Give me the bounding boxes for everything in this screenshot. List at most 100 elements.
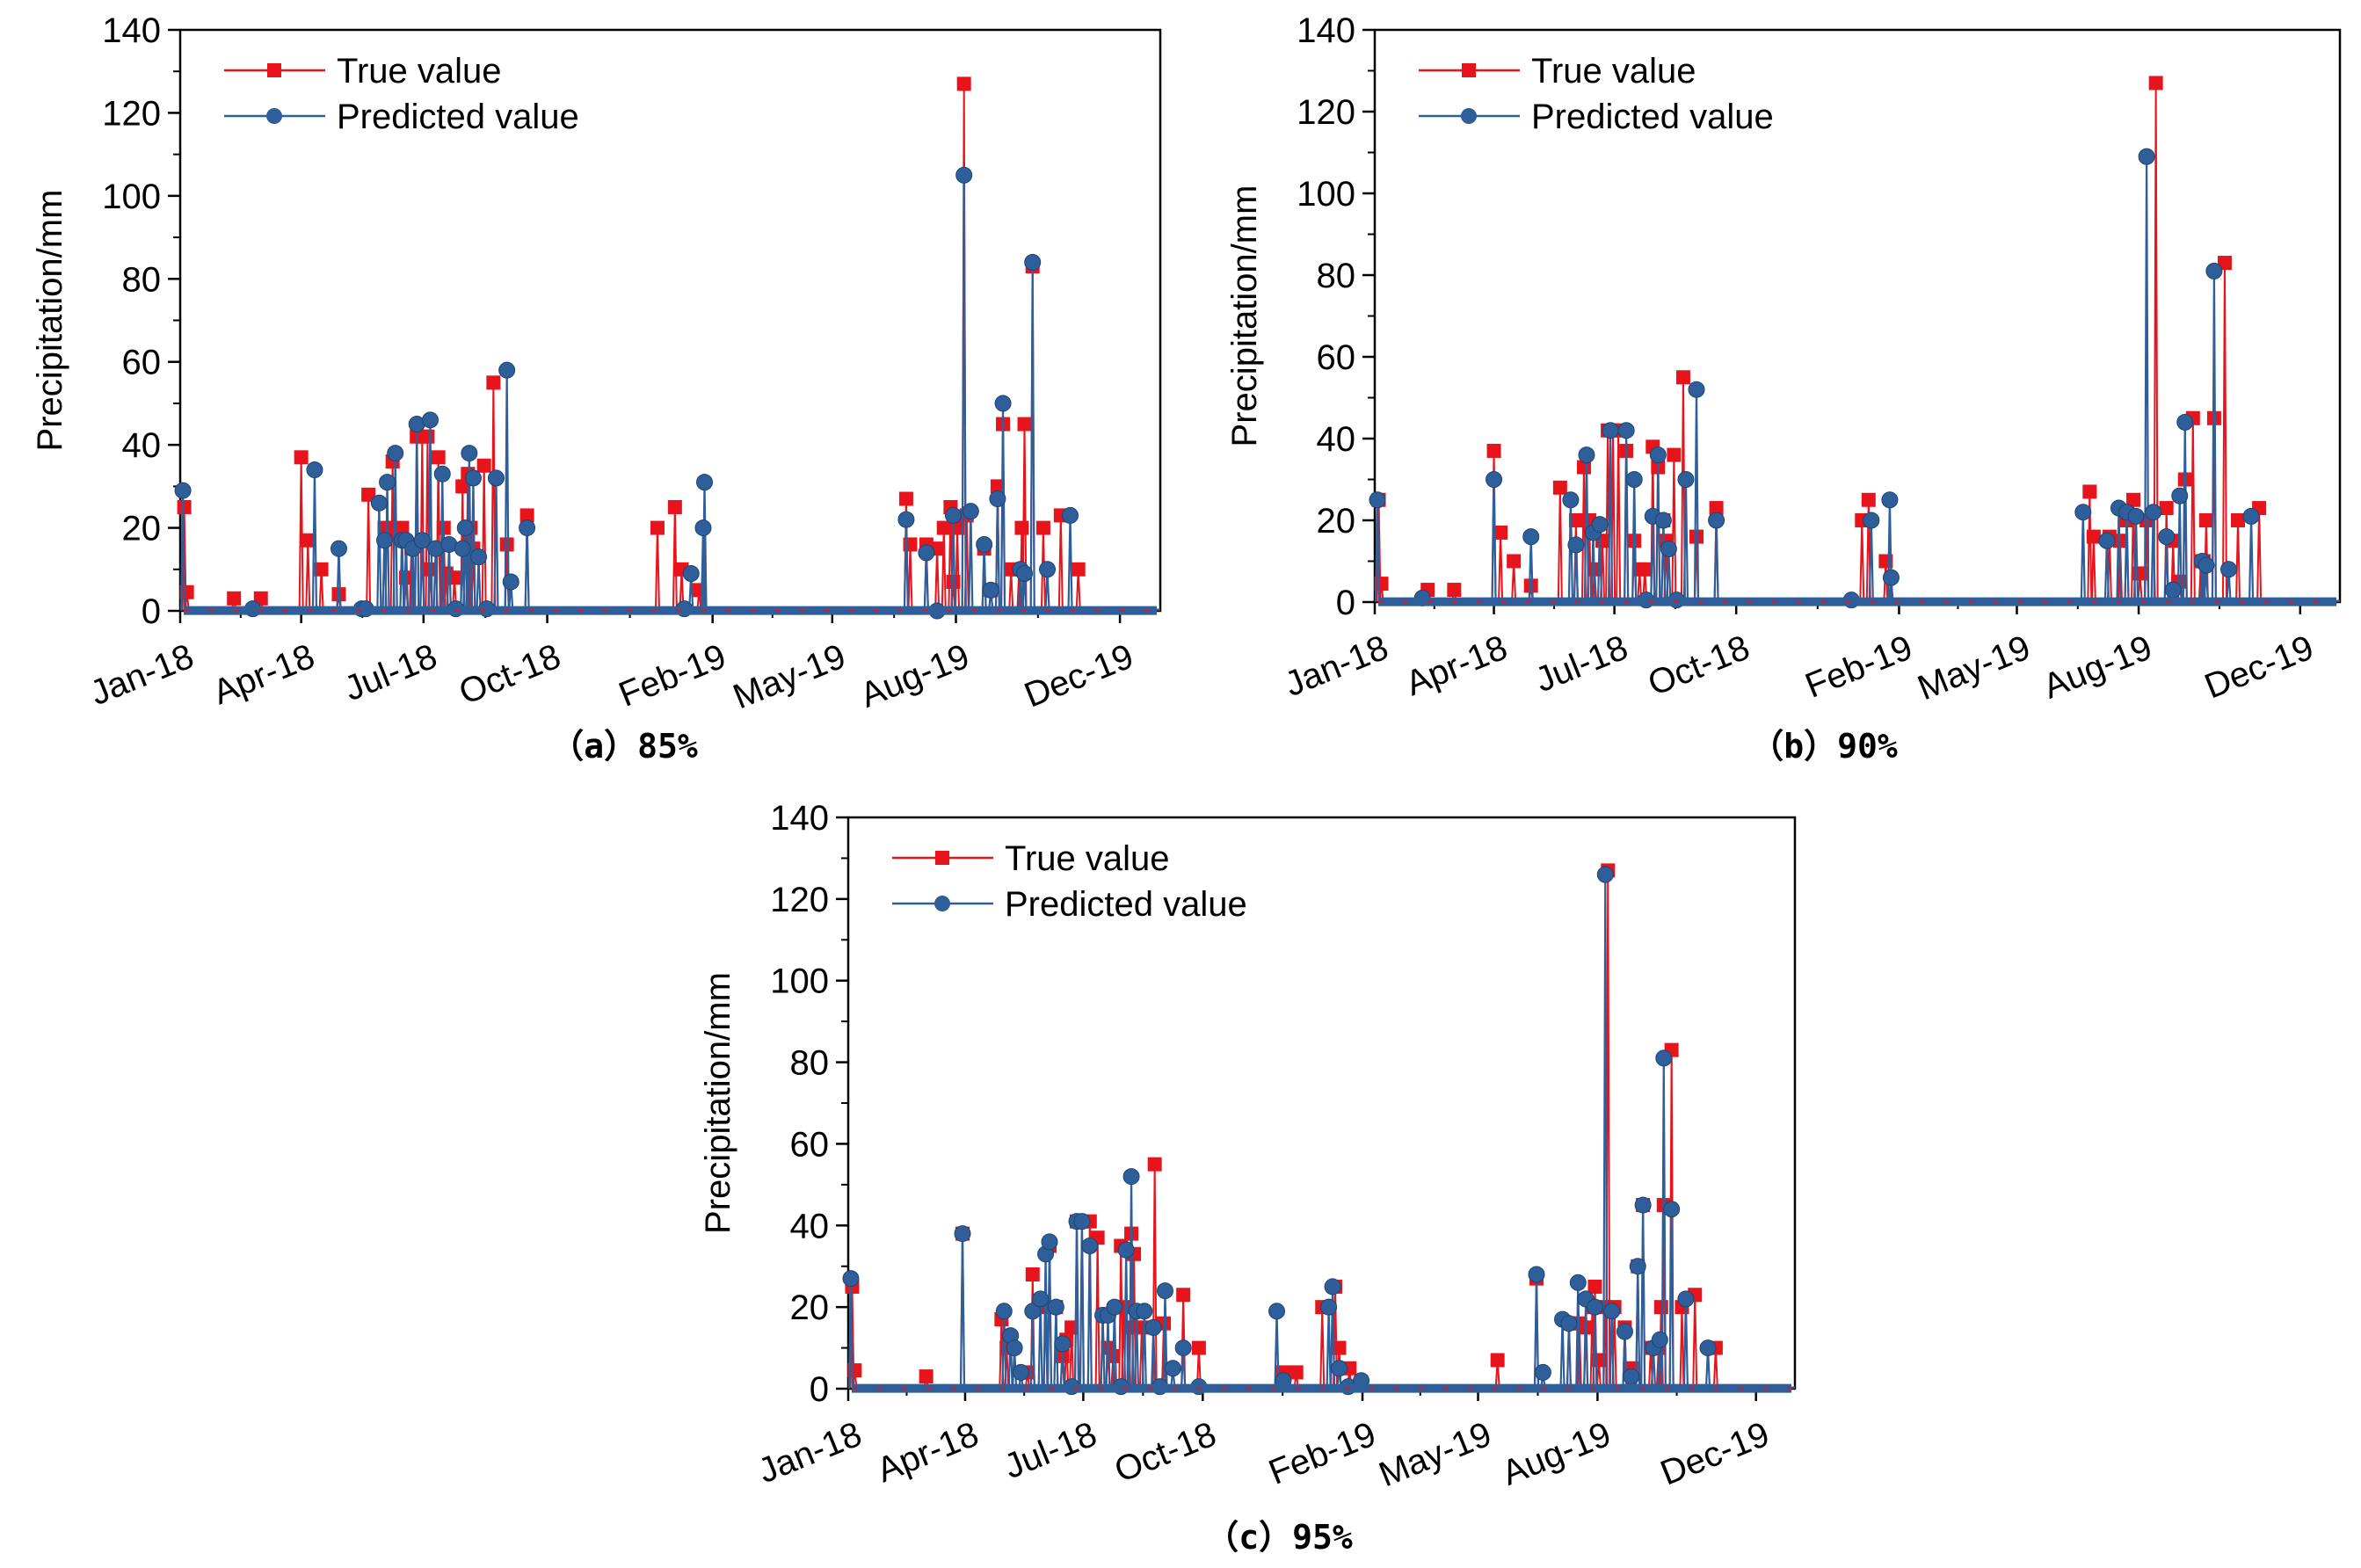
x-tick-label: Jul-18 <box>1529 628 1633 701</box>
data-point-true <box>1689 529 1704 544</box>
y-tick-label: 40 <box>1317 420 1356 459</box>
data-point-true <box>2082 484 2097 499</box>
data-point-predicted <box>1651 1331 1668 1348</box>
data-point-true <box>486 375 501 390</box>
data-point-predicted <box>1330 1360 1348 1377</box>
x-tick-label: Feb-19 <box>1800 628 1918 706</box>
data-point-true <box>301 533 316 548</box>
data-point-true <box>1289 1365 1304 1380</box>
data-point-predicted <box>1324 1278 1341 1296</box>
series-predicted-value <box>174 166 1160 620</box>
data-point-predicted <box>1677 471 1695 488</box>
x-tick-label: Jul-18 <box>339 637 443 709</box>
data-point-predicted <box>1629 1258 1646 1275</box>
legend-marker-circle <box>266 108 282 124</box>
series-predicted-value <box>1369 148 2340 609</box>
y-tick-label: 0 <box>142 592 161 631</box>
data-point-predicted <box>1136 1303 1153 1320</box>
data-point-predicted <box>1522 528 1540 546</box>
y-tick-label: 60 <box>122 344 162 382</box>
x-tick-label: Aug-19 <box>1497 1415 1616 1493</box>
y-tick-label: 60 <box>1317 338 1356 377</box>
y-tick-label: 140 <box>1297 11 1355 50</box>
data-point-true <box>499 537 514 552</box>
data-point-predicted <box>2138 148 2155 165</box>
data-point-predicted <box>1560 1315 1578 1332</box>
data-point-predicted <box>1117 1241 1135 1259</box>
legend-marker-square <box>267 63 281 77</box>
data-point-predicted <box>454 540 471 557</box>
data-point-predicted <box>976 535 993 553</box>
data-point-predicted <box>387 445 404 462</box>
data-point-predicted <box>379 474 396 491</box>
y-tick-label: 140 <box>770 799 829 838</box>
data-point-true <box>1332 1340 1347 1355</box>
data-point-true <box>898 491 913 506</box>
data-point-true <box>361 487 376 502</box>
legend-marker-square <box>1462 63 1476 77</box>
data-point-predicted <box>2127 507 2145 525</box>
chart-panel-c: 0 20 40 60 80 100 120 140 Precipitation/mm Jan-18… <box>699 799 1797 1557</box>
data-point-true <box>2148 76 2163 91</box>
data-point-predicted <box>2074 504 2092 521</box>
data-point-predicted <box>1623 1368 1640 1385</box>
y-tick-label: 60 <box>790 1125 830 1164</box>
series-line <box>180 83 1160 611</box>
data-point-predicted <box>330 540 347 557</box>
data-point-predicted <box>461 445 478 462</box>
data-point-predicted <box>1081 1238 1099 1254</box>
y-tick-label: 100 <box>102 178 161 216</box>
data-point-predicted <box>370 494 388 512</box>
legend-label: Predicted value <box>337 98 579 136</box>
legend-label: Predicted value <box>1005 885 1247 924</box>
data-point-predicted <box>1655 1049 1673 1067</box>
data-point-predicted <box>2164 581 2182 599</box>
data-point-true <box>1014 520 1029 535</box>
data-point-true <box>936 520 951 535</box>
data-point-predicted <box>1039 561 1057 578</box>
data-point-predicted <box>2098 532 2116 549</box>
data-point-true <box>2231 513 2246 527</box>
y-tick-label: 20 <box>1317 502 1356 541</box>
data-point-predicted <box>1649 446 1667 464</box>
data-point-predicted <box>1486 471 1503 488</box>
data-point-predicted <box>1616 1323 1633 1340</box>
data-point-true <box>1071 562 1086 577</box>
x-tick-label: May-19 <box>1374 1415 1497 1495</box>
data-point-predicted <box>1634 1196 1652 1214</box>
data-point-predicted <box>1006 1339 1023 1357</box>
y-tick-label: 120 <box>102 94 161 133</box>
x-tick-label: Apr-18 <box>1400 628 1513 704</box>
data-point-predicted <box>1016 565 1034 583</box>
data-point-predicted <box>1562 491 1580 509</box>
y-tick-label: 20 <box>790 1289 830 1327</box>
data-point-predicted <box>1578 446 1595 464</box>
data-point-predicted <box>1863 512 1880 529</box>
data-point-predicted <box>2198 556 2215 574</box>
series-true-value <box>845 863 1795 1389</box>
legend-label: True value <box>1005 839 1170 878</box>
data-point-predicted <box>962 503 979 520</box>
data-point-predicted <box>897 511 915 528</box>
series-true-value <box>177 76 1160 611</box>
data-point-predicted <box>1156 1282 1173 1300</box>
data-point-predicted <box>1528 1266 1545 1283</box>
data-point-predicted <box>1603 1303 1621 1320</box>
data-point-true <box>476 458 491 473</box>
data-point-predicted <box>470 548 488 566</box>
data-point-predicted <box>1617 422 1635 439</box>
data-point-predicted <box>955 166 973 184</box>
data-point-true <box>314 562 329 577</box>
data-point-predicted <box>1047 1298 1064 1316</box>
data-point-predicted <box>1660 541 1677 558</box>
y-tick-label: 100 <box>770 962 829 1001</box>
data-point-true <box>1486 443 1501 458</box>
data-point-predicted <box>842 1270 860 1288</box>
legend-label: True value <box>337 52 502 91</box>
data-point-predicted <box>2171 487 2189 505</box>
data-point-true <box>1490 1353 1505 1368</box>
y-tick-label: 100 <box>1297 175 1355 214</box>
legend-label: Predicted value <box>1531 98 1774 136</box>
data-point-predicted <box>1106 1298 1123 1316</box>
